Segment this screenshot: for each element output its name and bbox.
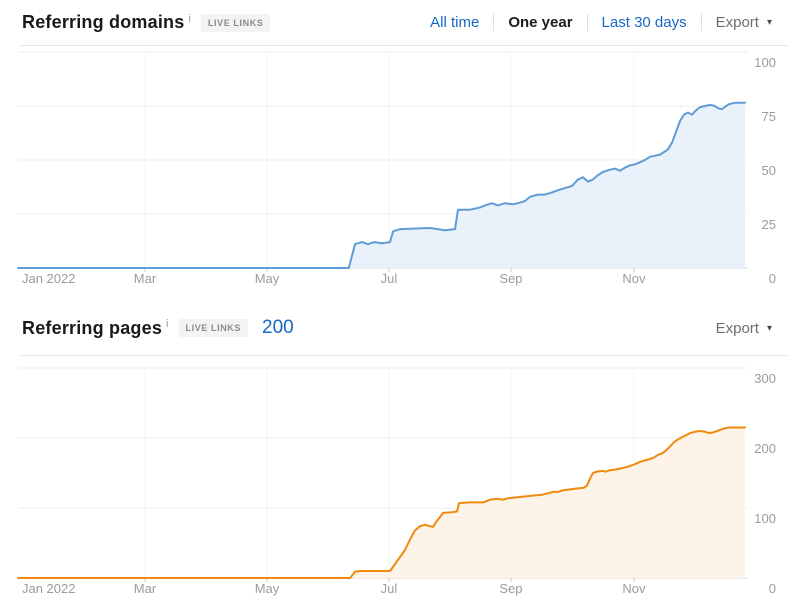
info-icon[interactable]: i [166, 318, 169, 330]
tab-one-year[interactable]: One year [508, 14, 573, 31]
x-axis-label: Nov [622, 271, 646, 286]
live-links-badge: LIVE LINKS [178, 319, 249, 337]
x-axis-label: Mar [134, 581, 157, 596]
chevron-down-icon: ▾ [766, 17, 772, 28]
referring-pages-title: Referring pages [22, 317, 163, 338]
live-links-badge: LIVE LINKS [200, 13, 271, 32]
header-divider [20, 45, 788, 46]
chevron-down-icon: ▾ [766, 322, 772, 334]
export-button[interactable]: Export ▾ [716, 14, 772, 31]
chart-controls: All time One year Last 30 days Export ▾ [430, 14, 772, 31]
tab-divider [493, 14, 495, 31]
x-axis-label: Jan 2022 [22, 581, 76, 596]
x-axis-label: Jul [381, 271, 398, 286]
x-axis-label: Jan 2022 [22, 271, 76, 286]
x-axis-label: Jul [381, 581, 398, 596]
data-line [17, 101, 746, 269]
referring-pages-count[interactable]: 200 [262, 317, 294, 338]
info-icon[interactable]: i [188, 13, 191, 25]
x-axis-label: May [255, 581, 280, 596]
export-label: Export [715, 319, 759, 337]
referring-domains-title-group: Referring domains i LIVE LINKS [22, 12, 271, 33]
header-divider [20, 355, 788, 356]
x-axis-label: Sep [499, 581, 522, 596]
x-axis-label: Nov [622, 581, 646, 596]
y-axis-label: 300 [754, 371, 776, 386]
tab-last-30-days[interactable]: Last 30 days [601, 14, 687, 31]
tab-divider [700, 14, 702, 31]
y-axis-label: 50 [762, 163, 776, 178]
y-axis-label: 75 [762, 109, 776, 124]
data-line [17, 426, 746, 579]
y-axis-label: 200 [754, 441, 776, 456]
y-axis-label: 100 [754, 511, 776, 526]
referring-domains-chart[interactable]: 0 25 50 75 100 Jan 2022 Mar May Jul Sep Nov [0, 45, 800, 297]
referring-pages-header: Referring pages i LIVE LINKS 200 Export … [0, 303, 800, 353]
referring-pages-chart[interactable]: 0 100 200 300 Jan 2022 Mar May Jul Sep Nov [0, 356, 800, 608]
referring-domains-title: Referring domains [22, 12, 185, 32]
x-axis-label: Sep [499, 271, 522, 286]
export-button[interactable]: Export ▾ [716, 320, 772, 337]
y-axis-label: 0 [769, 271, 776, 286]
referring-pages-title-group: Referring pages i LIVE LINKS 200 [22, 317, 294, 339]
tab-all-time[interactable]: All time [430, 14, 480, 31]
x-axis-label: Mar [134, 271, 157, 286]
chart-controls: Export ▾ [716, 320, 772, 337]
tab-divider [586, 14, 588, 31]
y-axis-label: 0 [769, 581, 776, 596]
y-axis-label: 25 [762, 217, 776, 232]
export-label: Export [715, 14, 759, 31]
y-axis-label: 100 [754, 55, 776, 70]
area-fill [18, 427, 745, 578]
referring-domains-header: Referring domains i LIVE LINKS All time … [0, 0, 800, 45]
x-axis-label: May [255, 271, 280, 286]
area-fill [18, 102, 745, 268]
